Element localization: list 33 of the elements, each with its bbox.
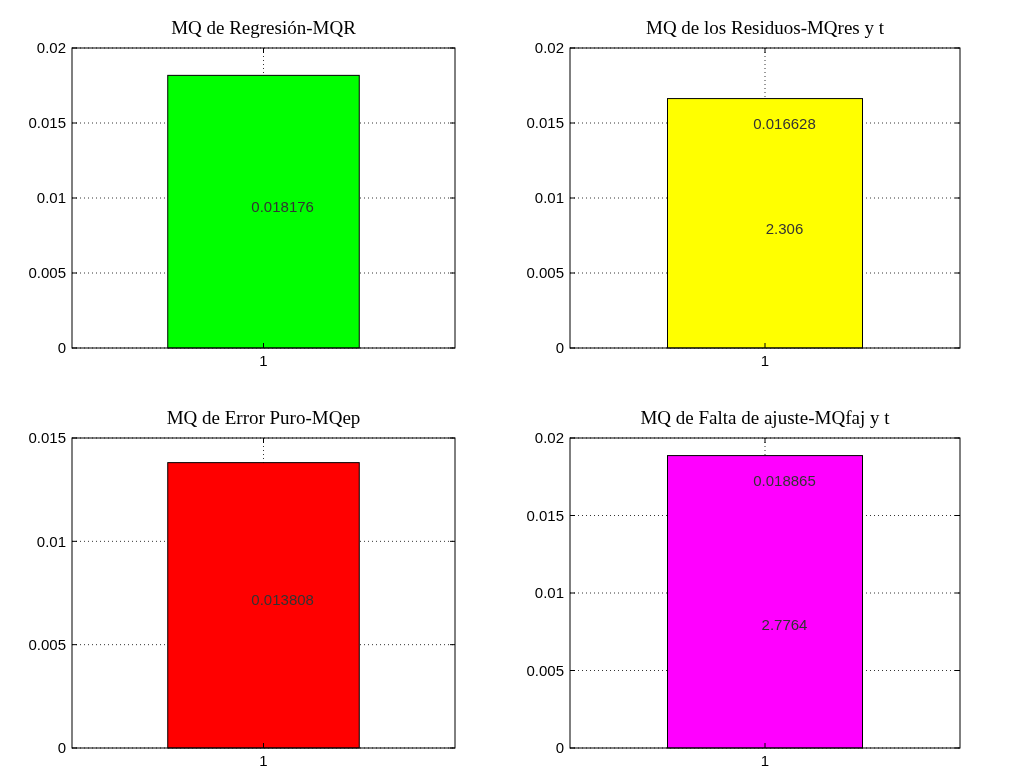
chart-title: MQ de Regresión-MQR (171, 17, 357, 38)
data-label: 0.018176 (251, 197, 314, 215)
y-tick-label: 0.015 (28, 114, 66, 132)
x-tick-label: 1 (760, 352, 770, 369)
annotation: 2.306 (765, 220, 804, 237)
y-tick-label: 0.01 (534, 189, 564, 207)
y-tick-label: 0.005 (526, 264, 564, 282)
y-tick-label: 0.005 (28, 264, 66, 282)
data-label: 0.018865 (753, 471, 816, 489)
chart-title: MQ de los Residuos-MQres y t (645, 17, 885, 38)
y-tick-label: 0.015 (526, 114, 564, 132)
y-tick-label: 0.015 (28, 429, 66, 447)
y-tick-label: 0.02 (36, 39, 66, 57)
x-tick-label: 1 (259, 752, 268, 769)
y-tick-label: 0.02 (534, 39, 564, 57)
y-tick-label: 0 (57, 739, 66, 757)
data-label: 0.016628 (753, 114, 816, 132)
x-tick-label: 1 (760, 752, 770, 769)
x-tick-label: 1 (259, 352, 268, 369)
y-tick-label: 0.015 (526, 506, 564, 524)
annotation: 2.7764 (761, 616, 808, 634)
y-tick-label: 0 (555, 739, 564, 757)
y-tick-label: 0.005 (526, 661, 564, 679)
chart-title: MQ de Error Puro-MQep (166, 407, 361, 428)
y-tick-label: 0.01 (36, 189, 66, 207)
y-tick-label: 0.02 (534, 429, 564, 447)
y-tick-label: 0.01 (36, 532, 66, 550)
data-label: 0.013808 (251, 591, 314, 609)
y-tick-label: 0.005 (28, 635, 66, 653)
chart-title: MQ de Falta de ajuste-MQfaj y t (640, 407, 891, 428)
y-tick-label: 0 (555, 339, 564, 357)
y-tick-label: 0.01 (534, 584, 564, 602)
y-tick-label: 0 (57, 339, 66, 357)
